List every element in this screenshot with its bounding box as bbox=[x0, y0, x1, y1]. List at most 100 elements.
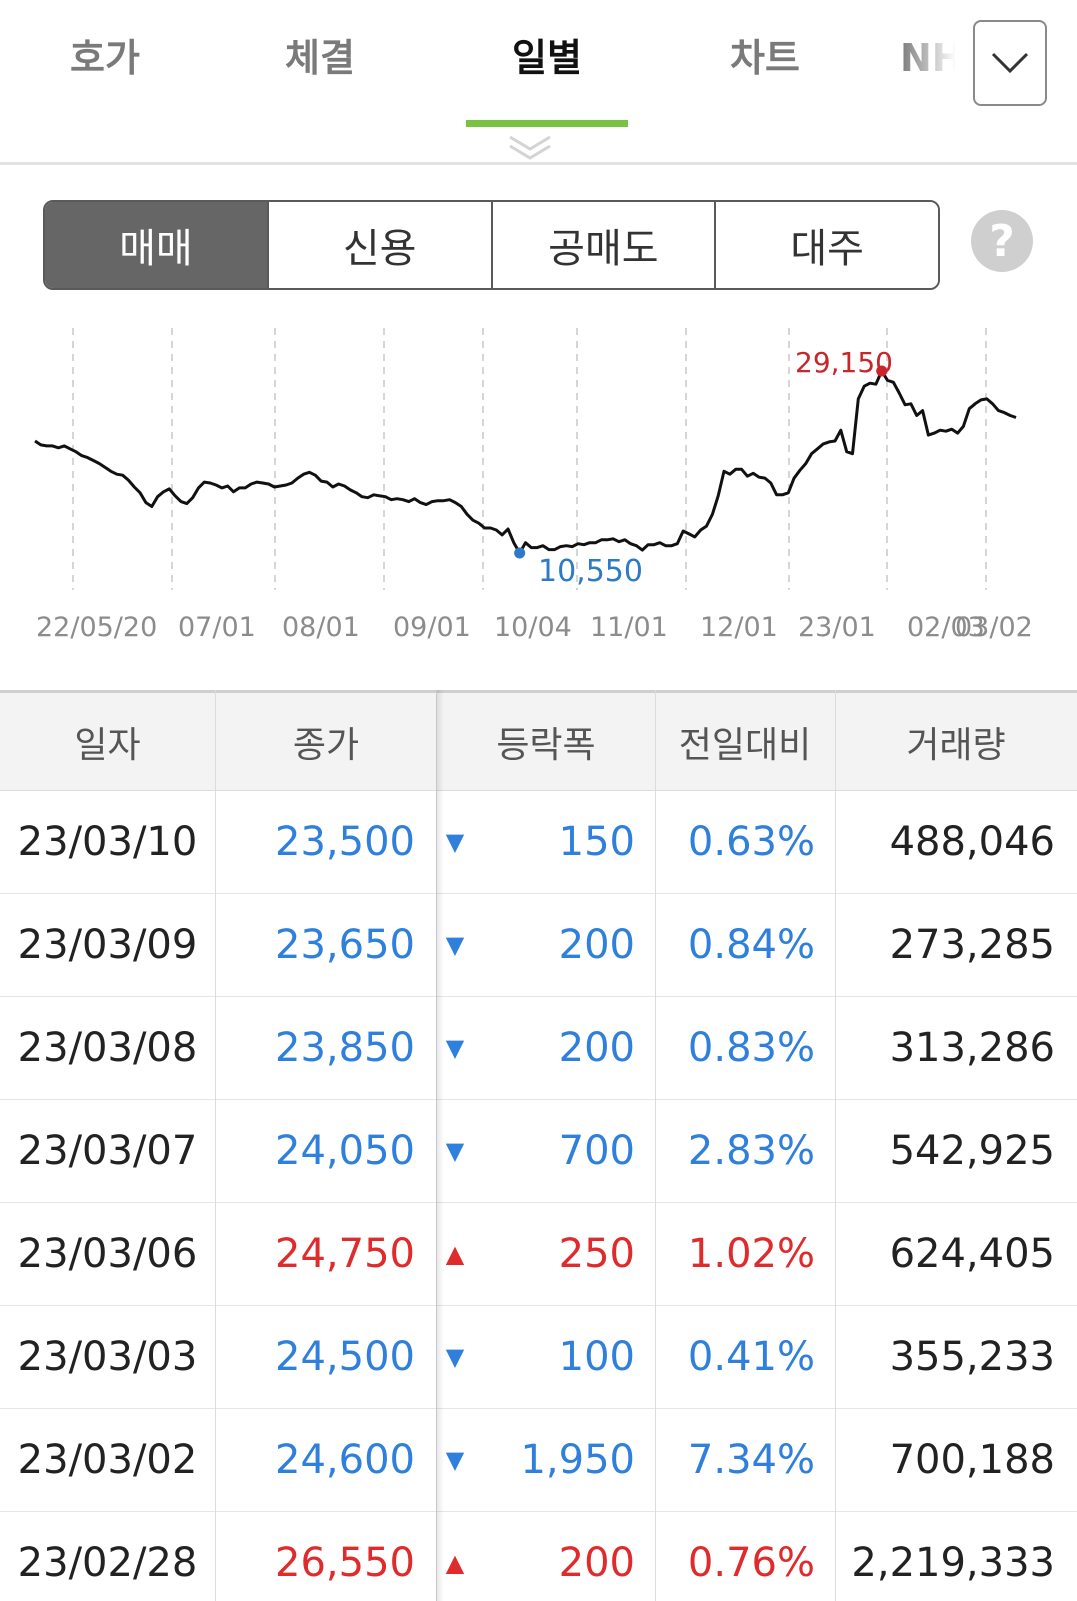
volume-cell: 542,925 bbox=[889, 1128, 1055, 1174]
volume-cell: 700,188 bbox=[889, 1437, 1055, 1483]
pct-change-cell: 0.76% bbox=[687, 1540, 815, 1586]
down-arrow-icon: ▼ bbox=[445, 1137, 465, 1165]
x-tick-label: 23/01 bbox=[798, 612, 876, 643]
table-row[interactable]: 23/03/08 23,850 ▼ 200 0.83% 313,286 bbox=[0, 997, 1077, 1100]
pct-change-cell: 0.63% bbox=[687, 819, 815, 865]
date-cell: 23/03/02 bbox=[17, 1437, 198, 1483]
down-arrow-icon: ▼ bbox=[445, 828, 465, 856]
date-cell: 23/03/07 bbox=[17, 1128, 198, 1174]
tab-hoga[interactable]: 호가 bbox=[70, 36, 140, 80]
segment-credit[interactable]: 신용 bbox=[268, 202, 493, 288]
volume-cell: 313,286 bbox=[889, 1025, 1055, 1071]
price-chart: 29,150 10,550 22/05/20 07/01 08/01 09/01… bbox=[0, 320, 1077, 660]
close-price-cell: 24,500 bbox=[275, 1334, 415, 1380]
down-arrow-icon: ▼ bbox=[445, 1446, 465, 1474]
up-arrow-icon: ▲ bbox=[445, 1240, 465, 1268]
daily-price-table: 일자 종가 등락폭 전일대비 거래량 23/03/10 23,500 ▼ 150 0.6… bbox=[0, 690, 1077, 1601]
volume-cell: 488,046 bbox=[889, 819, 1055, 865]
table-row[interactable]: 23/03/10 23,500 ▼ 150 0.63% 488,046 bbox=[0, 791, 1077, 894]
date-cell: 23/03/09 bbox=[17, 922, 198, 968]
x-tick-label: 12/01 bbox=[700, 612, 778, 643]
change-cell: 1,950 bbox=[520, 1437, 635, 1483]
column-header-close: 종가 bbox=[292, 725, 360, 766]
x-tick-label: 02/03 bbox=[907, 612, 985, 643]
table-header: 일자 종가 등락폭 전일대비 거래량 bbox=[0, 690, 1077, 791]
change-cell: 150 bbox=[558, 819, 635, 865]
column-divider bbox=[436, 690, 437, 1601]
table-row[interactable]: 23/02/28 26,550 ▲ 200 0.76% 2,219,333 bbox=[0, 1512, 1077, 1601]
double-chevron-down-icon bbox=[509, 135, 551, 160]
column-header-date: 일자 bbox=[74, 725, 141, 766]
segment-lending[interactable]: 대주 bbox=[716, 202, 938, 288]
pct-change-cell: 0.41% bbox=[687, 1334, 815, 1380]
price-line bbox=[34, 369, 1017, 555]
volume-cell: 2,219,333 bbox=[851, 1540, 1055, 1586]
change-cell: 200 bbox=[558, 1025, 635, 1071]
down-arrow-icon: ▼ bbox=[445, 1034, 465, 1062]
help-icon[interactable]: ? bbox=[971, 210, 1033, 272]
table-row[interactable]: 23/03/02 24,600 ▼ 1,950 7.34% 700,188 bbox=[0, 1409, 1077, 1512]
chart-min-label: 10,550 bbox=[538, 554, 643, 589]
close-price-cell: 26,550 bbox=[275, 1540, 415, 1586]
table-row[interactable]: 23/03/07 24,050 ▼ 700 2.83% 542,925 bbox=[0, 1100, 1077, 1203]
x-tick-label: 03/02 bbox=[955, 612, 1033, 643]
tab-chart[interactable]: 차트 bbox=[730, 36, 800, 80]
pct-change-cell: 1.02% bbox=[687, 1231, 815, 1277]
column-header-change: 등락폭 bbox=[496, 725, 596, 766]
volume-cell: 355,233 bbox=[889, 1334, 1055, 1380]
frozen-column-shadow bbox=[436, 690, 444, 1601]
change-cell: 100 bbox=[558, 1334, 635, 1380]
table-row[interactable]: 23/03/03 24,500 ▼ 100 0.41% 355,233 bbox=[0, 1306, 1077, 1409]
pct-change-cell: 0.84% bbox=[687, 922, 815, 968]
min-point bbox=[514, 547, 526, 559]
close-price-cell: 23,650 bbox=[275, 922, 415, 968]
close-price-cell: 23,850 bbox=[275, 1025, 415, 1071]
x-tick-label: 22/05/20 bbox=[36, 612, 158, 643]
change-cell: 200 bbox=[558, 922, 635, 968]
more-tabs-button[interactable] bbox=[973, 20, 1047, 106]
change-cell: 700 bbox=[558, 1128, 635, 1174]
trade-type-segment: 매매 신용 공매도 대주 bbox=[43, 200, 940, 290]
column-header-volume: 거래량 bbox=[906, 725, 1006, 766]
price-chart-svg bbox=[34, 328, 1017, 590]
x-tick-label: 09/01 bbox=[393, 612, 471, 643]
close-price-cell: 24,600 bbox=[275, 1437, 415, 1483]
pct-change-cell: 7.34% bbox=[687, 1437, 815, 1483]
x-tick-label: 08/01 bbox=[282, 612, 360, 643]
x-tick-label: 11/01 bbox=[590, 612, 668, 643]
pct-change-cell: 2.83% bbox=[687, 1128, 815, 1174]
column-divider bbox=[215, 690, 216, 1601]
date-cell: 23/03/06 bbox=[17, 1231, 198, 1277]
close-price-cell: 24,750 bbox=[275, 1231, 415, 1277]
close-price-cell: 23,500 bbox=[275, 819, 415, 865]
segment-short-sell[interactable]: 공매도 bbox=[492, 202, 717, 288]
tab-execution[interactable]: 체결 bbox=[285, 36, 355, 80]
column-divider bbox=[655, 690, 656, 1601]
column-header-pct-change: 전일대비 bbox=[678, 725, 812, 766]
tab-daily[interactable]: 일별 bbox=[512, 36, 582, 80]
max-point bbox=[876, 365, 888, 377]
date-cell: 23/03/03 bbox=[17, 1334, 198, 1380]
pct-change-cell: 0.83% bbox=[687, 1025, 815, 1071]
table-row[interactable]: 23/03/06 24,750 ▲ 250 1.02% 624,405 bbox=[0, 1203, 1077, 1306]
chart-max-label: 29,150 bbox=[795, 346, 893, 379]
chevron-down-icon bbox=[991, 52, 1029, 74]
close-price-cell: 24,050 bbox=[275, 1128, 415, 1174]
x-tick-label: 10/04 bbox=[494, 612, 572, 643]
table-body: 23/03/10 23,500 ▼ 150 0.63% 488,046 23/03/09 23… bbox=[0, 791, 1077, 1601]
volume-cell: 273,285 bbox=[889, 922, 1055, 968]
date-cell: 23/03/08 bbox=[17, 1025, 198, 1071]
down-arrow-icon: ▼ bbox=[445, 1343, 465, 1371]
segment-trade[interactable]: 매매 bbox=[45, 202, 269, 288]
change-cell: 250 bbox=[558, 1231, 635, 1277]
date-cell: 23/03/10 bbox=[17, 819, 198, 865]
active-tab-indicator bbox=[466, 120, 628, 127]
date-cell: 23/02/28 bbox=[17, 1540, 198, 1586]
tab-fade-overlay bbox=[900, 20, 970, 110]
down-arrow-icon: ▼ bbox=[445, 931, 465, 959]
top-tab-bar: 호가 체결 일별 차트 NH bbox=[0, 0, 1077, 165]
x-tick-label: 07/01 bbox=[178, 612, 256, 643]
up-arrow-icon: ▲ bbox=[445, 1549, 465, 1577]
table-row[interactable]: 23/03/09 23,650 ▼ 200 0.84% 273,285 bbox=[0, 894, 1077, 997]
volume-cell: 624,405 bbox=[889, 1231, 1055, 1277]
